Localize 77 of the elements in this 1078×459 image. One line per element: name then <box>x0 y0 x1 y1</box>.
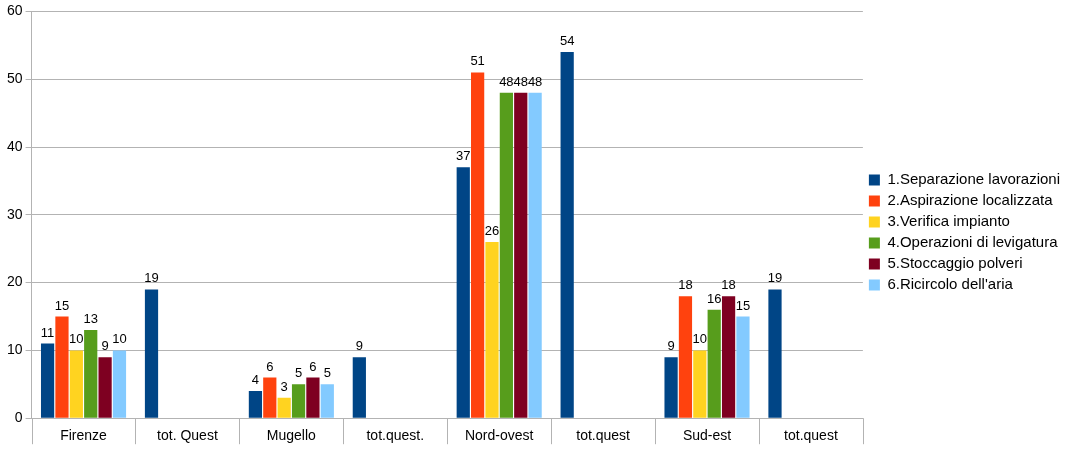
data-label: 19 <box>144 270 159 286</box>
data-label: 3 <box>280 378 288 394</box>
y-tick-label: 30 <box>6 205 23 222</box>
data-label: 4 <box>251 372 260 388</box>
bar <box>112 350 127 418</box>
data-label: 9 <box>101 338 109 354</box>
bar <box>499 92 513 418</box>
data-label: 6 <box>309 358 317 374</box>
bar <box>768 289 782 418</box>
x-tick-label: Firenze <box>60 427 108 444</box>
bar <box>485 241 499 418</box>
data-label: 51 <box>470 53 485 69</box>
bar <box>144 289 159 418</box>
bar <box>528 92 542 418</box>
data-label: 9 <box>667 338 675 354</box>
bar <box>471 72 485 418</box>
bar <box>291 384 306 418</box>
bar <box>263 377 277 418</box>
bar <box>560 52 574 418</box>
y-tick-label: 10 <box>6 341 23 358</box>
data-label: 48 <box>499 73 514 89</box>
bar <box>693 350 707 418</box>
legend-label: 2.Aspirazione localizzata <box>887 191 1054 209</box>
legend-label: 4.Operazioni di levigatura <box>887 233 1059 251</box>
bar <box>277 397 291 418</box>
legend-label: 6.Ricircolo dell'aria <box>887 275 1014 293</box>
data-label: 9 <box>355 338 363 354</box>
data-label: 5 <box>323 365 331 381</box>
data-label: 10 <box>112 331 127 347</box>
y-tick-label: 20 <box>6 273 23 290</box>
bar <box>664 357 678 418</box>
bar <box>456 167 470 418</box>
y-tick-label: 50 <box>6 70 23 87</box>
bar <box>678 296 693 418</box>
data-label: 54 <box>559 33 575 49</box>
data-label: 11 <box>40 324 55 340</box>
x-tick-label: tot.quest. <box>366 427 425 444</box>
data-label: 18 <box>678 277 693 293</box>
x-tick-label: tot. Quest <box>157 427 218 444</box>
bar <box>707 309 721 418</box>
bar <box>248 391 263 418</box>
bar <box>736 316 750 418</box>
data-label: 37 <box>456 148 471 164</box>
bar <box>320 384 334 418</box>
data-label: 15 <box>735 297 751 313</box>
data-label: 15 <box>54 297 70 313</box>
legend-label: 3.Verifica impianto <box>887 212 1010 230</box>
bar <box>98 357 112 418</box>
bar <box>55 316 69 418</box>
y-tick-label: 0 <box>14 409 23 426</box>
data-label: 5 <box>294 365 303 381</box>
data-label: 13 <box>83 311 98 327</box>
bar <box>352 357 366 418</box>
bar <box>84 330 98 418</box>
data-label: 10 <box>692 331 708 347</box>
y-tick-label: 60 <box>6 2 23 19</box>
data-label: 16 <box>706 290 722 306</box>
legend-label: 5.Stoccaggio polveri <box>887 254 1023 272</box>
x-tick-label: tot.quest <box>784 427 838 444</box>
x-tick-label: Mugello <box>266 427 317 444</box>
data-label: 18 <box>721 277 736 293</box>
data-label: 6 <box>266 358 274 374</box>
legend-label: 1.Separazione lavorazioni <box>887 170 1061 188</box>
x-tick-label: tot.quest <box>576 427 631 444</box>
data-label: 48 <box>513 73 528 89</box>
data-label: 10 <box>69 331 84 347</box>
bar <box>40 343 55 418</box>
x-tick-label: Nord-ovest <box>464 427 534 444</box>
bar <box>721 296 736 418</box>
data-label: 48 <box>527 73 543 89</box>
data-label: 19 <box>767 270 783 286</box>
y-tick-label: 40 <box>6 137 23 154</box>
data-label: 26 <box>484 223 500 238</box>
bar <box>69 350 83 418</box>
bar <box>514 92 528 418</box>
x-tick-label: Sud-est <box>682 427 732 444</box>
bar <box>306 377 320 418</box>
